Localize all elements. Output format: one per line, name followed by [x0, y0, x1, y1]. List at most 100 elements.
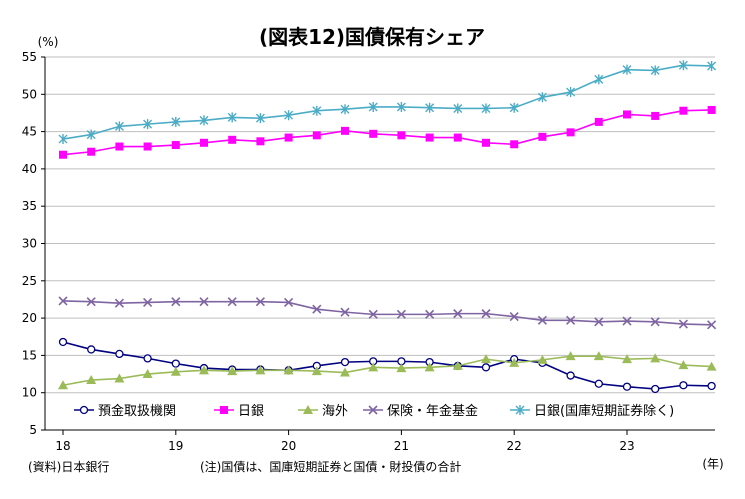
data-point-0-1 [87, 345, 96, 354]
legend: 預金取扱機関 日銀 海外 保険・年金基金 日銀(国庫短期証券除く) [74, 403, 674, 419]
data-point-2-8 [283, 365, 294, 375]
data-point-1-23 [707, 105, 716, 114]
data-point-0-3 [143, 354, 152, 363]
data-point-3-15 [481, 309, 491, 319]
series-line-4 [62, 64, 712, 140]
data-point-3-22 [678, 319, 688, 329]
data-point-2-23 [706, 361, 717, 371]
legend-marker-1 [220, 406, 228, 414]
data-point-4-17 [537, 92, 547, 103]
data-point-2-19 [593, 351, 604, 361]
y-tick-label-10: 10 [22, 386, 37, 400]
data-point-3-4 [171, 297, 181, 307]
data-point-3-11 [368, 309, 378, 319]
data-point-3-13 [425, 309, 435, 319]
data-point-3-10 [340, 307, 350, 317]
x-tick-labels: 18 19 20 21 22 23 [55, 430, 635, 453]
legend-marker-3 [368, 405, 378, 415]
y-tick-label-20: 20 [22, 311, 37, 325]
data-point-0-0 [58, 337, 68, 347]
data-point-4-2 [114, 121, 124, 132]
series-line-1 [62, 109, 712, 156]
legend-label-3: 保険・年金基金 [387, 403, 478, 419]
data-point-1-8 [284, 133, 293, 142]
data-point-4-8 [284, 110, 294, 121]
data-point-2-4 [170, 366, 181, 376]
data-point-2-2 [114, 373, 125, 383]
data-point-2-1 [86, 375, 97, 385]
data-point-3-23 [707, 320, 717, 330]
series-3 [58, 296, 717, 330]
data-point-2-22 [678, 360, 689, 370]
data-point-1-2 [115, 142, 124, 151]
legend-label-2: 海外 [322, 404, 348, 419]
data-point-4-1 [86, 129, 96, 140]
data-point-3-18 [566, 315, 576, 325]
data-point-4-21 [650, 65, 660, 76]
data-point-2-14 [452, 360, 463, 370]
data-point-1-9 [312, 131, 321, 140]
data-point-4-22 [678, 60, 688, 71]
data-point-0-15 [481, 363, 491, 372]
y-tick-label-5: 5 [29, 423, 37, 437]
series-line-3 [62, 300, 712, 326]
y-tick-labels: 5 10 15 20 25 30 35 40 45 50 55 [22, 50, 45, 437]
data-point-2-18 [565, 351, 576, 361]
y-tick-label-15: 15 [22, 348, 37, 362]
data-point-0-23 [707, 381, 716, 391]
data-point-3-14 [453, 309, 463, 319]
data-point-3-17 [537, 315, 547, 325]
legend-marker-0 [79, 405, 89, 415]
data-point-0-2 [115, 349, 124, 359]
data-point-3-8 [284, 297, 294, 307]
data-point-4-11 [368, 101, 378, 112]
data-point-3-5 [199, 297, 209, 307]
data-point-2-21 [650, 353, 661, 363]
data-point-4-15 [481, 103, 491, 114]
data-point-0-21 [651, 384, 660, 394]
legend-label-1: 日銀 [238, 404, 264, 419]
series-0 [58, 337, 716, 394]
data-point-1-1 [87, 147, 96, 156]
data-point-1-19 [594, 117, 603, 126]
data-point-1-20 [623, 110, 631, 119]
data-point-1-10 [341, 126, 349, 135]
data-point-0-10 [340, 357, 350, 367]
legend-marker-4 [515, 405, 525, 415]
data-point-0-18 [566, 371, 575, 380]
data-point-4-4 [171, 116, 181, 127]
data-point-1-13 [425, 133, 434, 142]
x-axis-unit: (年) [702, 457, 723, 471]
data-point-2-11 [368, 362, 379, 372]
data-point-1-5 [200, 138, 208, 147]
data-point-2-9 [311, 366, 322, 376]
chart-title: (図表12)国債保有シェア [259, 25, 485, 49]
data-point-4-16 [509, 102, 519, 113]
data-point-3-16 [509, 312, 519, 322]
data-point-2-17 [537, 354, 548, 364]
data-point-3-6 [227, 297, 237, 307]
data-point-1-11 [369, 129, 378, 138]
data-point-3-19 [594, 317, 604, 327]
data-point-3-20 [622, 316, 632, 326]
data-point-4-10 [340, 104, 350, 115]
data-point-1-3 [143, 142, 152, 151]
y-tick-label-35: 35 [22, 199, 37, 213]
legend-label-0: 預金取扱機関 [98, 403, 176, 419]
source-note: (資料)日本銀行 [28, 460, 109, 474]
legend-marker-2 [303, 405, 313, 414]
series-line-2 [62, 355, 712, 387]
x-tick-label-20: 20 [281, 439, 296, 453]
y-tick-label-40: 40 [22, 162, 37, 176]
data-point-0-19 [594, 379, 603, 388]
data-point-3-9 [312, 304, 322, 314]
data-point-0-22 [679, 381, 688, 390]
data-point-1-0 [59, 150, 67, 159]
data-point-1-18 [566, 128, 575, 137]
data-point-1-6 [228, 135, 237, 144]
data-point-4-7 [255, 113, 265, 124]
data-point-4-6 [227, 112, 237, 123]
data-point-1-4 [171, 141, 180, 150]
data-point-2-7 [255, 365, 266, 375]
